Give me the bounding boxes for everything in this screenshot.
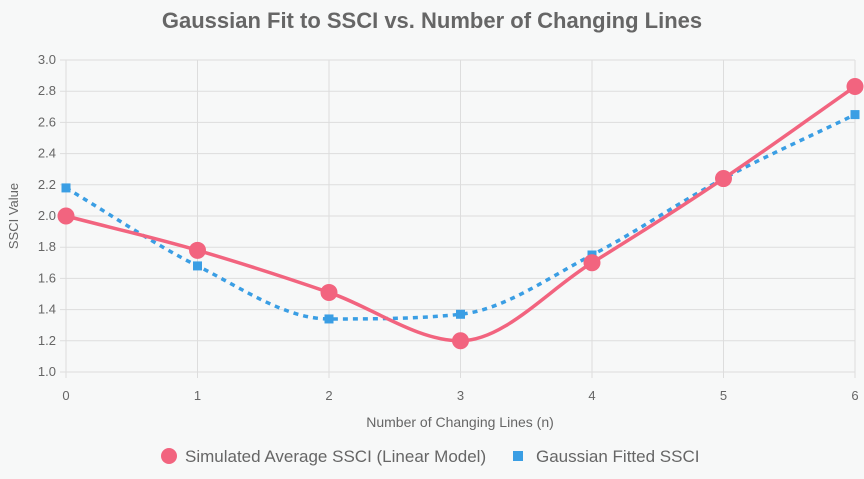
y-tick-label: 2.0 — [38, 208, 56, 223]
data-point-simulated — [452, 332, 469, 350]
y-tick-label: 1.0 — [38, 364, 56, 379]
x-axis-title: Number of Changing Lines (n) — [366, 414, 554, 430]
y-tick-label: 2.8 — [38, 83, 56, 98]
y-tick-label: 1.4 — [38, 302, 56, 317]
data-point-gaussian — [324, 314, 334, 324]
legend-label-gaussian: Gaussian Fitted SSCI — [536, 447, 699, 466]
x-tick-label: 3 — [457, 388, 464, 403]
axis-layer: 1.0 1.2 1.4 1.6 1.8 2.0 2.2 2.4 2.6 2.8 3.0 0 1 2 3 4 5 6 — [38, 52, 859, 403]
data-point-simulated — [715, 170, 732, 188]
x-tick-label: 0 — [62, 388, 69, 403]
chart-title: Gaussian Fit to SSCI vs. Number of Chang… — [162, 8, 702, 33]
y-tick-label: 1.6 — [38, 270, 56, 285]
data-point-gaussian — [193, 261, 202, 271]
x-tick-label: 6 — [851, 388, 858, 403]
grid-layer — [60, 59, 856, 378]
series-layer — [57, 78, 864, 350]
legend-marker-gaussian — [513, 451, 523, 461]
y-tick-label: 2.6 — [38, 114, 56, 129]
x-tick-label: 2 — [325, 388, 332, 403]
data-point-gaussian — [456, 309, 465, 319]
y-tick-label: 1.8 — [38, 239, 56, 254]
legend-label-simulated: Simulated Average SSCI (Linear Model) — [185, 447, 486, 466]
legend: Simulated Average SSCI (Linear Model) Gau… — [161, 447, 699, 466]
data-point-simulated — [189, 241, 206, 259]
y-tick-label: 2.4 — [38, 146, 56, 161]
data-point-simulated — [320, 283, 338, 301]
data-point-simulated — [583, 254, 601, 272]
y-tick-label: 1.2 — [38, 333, 56, 348]
x-tick-label: 5 — [720, 388, 727, 403]
legend-marker-simulated — [161, 448, 177, 464]
y-tick-label: 2.2 — [38, 177, 56, 192]
data-point-gaussian — [850, 110, 860, 120]
data-point-simulated — [57, 207, 75, 225]
data-point-simulated — [846, 78, 864, 96]
x-tick-label: 1 — [194, 388, 201, 403]
data-point-gaussian — [61, 183, 71, 193]
y-axis-title: SSCI Value — [6, 183, 21, 249]
x-tick-label: 4 — [588, 388, 595, 403]
y-tick-label: 3.0 — [38, 52, 56, 67]
